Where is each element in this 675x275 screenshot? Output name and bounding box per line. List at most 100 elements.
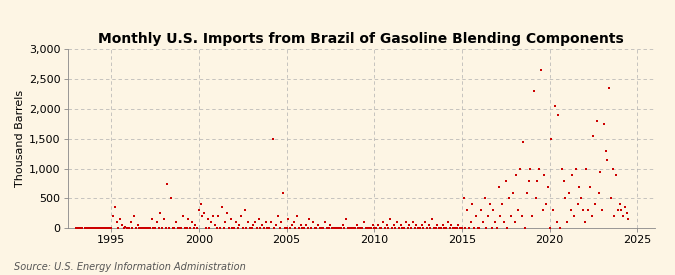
Point bbox=[339, 226, 350, 230]
Point bbox=[238, 226, 248, 230]
Point bbox=[599, 122, 610, 126]
Point bbox=[588, 134, 599, 138]
Point bbox=[385, 217, 396, 222]
Point bbox=[157, 226, 167, 230]
Point bbox=[450, 226, 460, 230]
Point bbox=[113, 226, 124, 230]
Point bbox=[288, 220, 299, 224]
Point bbox=[373, 223, 383, 227]
Point bbox=[379, 226, 390, 230]
Point bbox=[539, 172, 549, 177]
Point bbox=[443, 220, 454, 224]
Point bbox=[204, 226, 215, 230]
Point bbox=[597, 208, 608, 213]
Point bbox=[213, 214, 223, 219]
Point bbox=[611, 172, 622, 177]
Point bbox=[532, 178, 543, 183]
Point bbox=[464, 226, 475, 230]
Point bbox=[400, 220, 411, 224]
Point bbox=[167, 226, 178, 230]
Point bbox=[190, 223, 201, 227]
Point bbox=[218, 226, 229, 230]
Point bbox=[180, 226, 190, 230]
Point bbox=[115, 217, 126, 222]
Point bbox=[477, 220, 488, 224]
Point bbox=[367, 223, 378, 227]
Point bbox=[311, 226, 322, 230]
Point bbox=[159, 217, 169, 222]
Point bbox=[397, 226, 408, 230]
Point bbox=[253, 217, 264, 222]
Point bbox=[242, 220, 253, 224]
Point bbox=[499, 220, 510, 224]
Point bbox=[139, 226, 150, 230]
Point bbox=[490, 220, 501, 224]
Point bbox=[432, 223, 443, 227]
Point bbox=[425, 226, 436, 230]
Point bbox=[211, 226, 222, 230]
Point bbox=[206, 220, 217, 224]
Point bbox=[576, 196, 587, 201]
Point bbox=[481, 226, 492, 230]
Point bbox=[250, 220, 261, 224]
Point bbox=[511, 172, 522, 177]
Point bbox=[255, 226, 266, 230]
Point bbox=[560, 196, 571, 201]
Point bbox=[458, 196, 469, 201]
Point bbox=[516, 214, 527, 219]
Point bbox=[429, 226, 439, 230]
Point bbox=[430, 226, 441, 230]
Point bbox=[467, 202, 478, 207]
Point bbox=[603, 86, 614, 90]
Point bbox=[602, 158, 613, 162]
Point bbox=[83, 226, 94, 230]
Point bbox=[80, 226, 90, 230]
Point bbox=[514, 166, 525, 171]
Point bbox=[565, 208, 576, 213]
Point bbox=[262, 226, 273, 230]
Point bbox=[399, 226, 410, 230]
Point bbox=[290, 226, 301, 230]
Point bbox=[71, 226, 82, 230]
Point bbox=[244, 226, 255, 230]
Point bbox=[623, 217, 634, 222]
Point bbox=[578, 208, 589, 213]
Point bbox=[618, 214, 628, 219]
Point bbox=[127, 226, 138, 230]
Point bbox=[197, 214, 208, 219]
Point bbox=[402, 226, 413, 230]
Point bbox=[76, 226, 87, 230]
Point bbox=[188, 226, 199, 230]
Point bbox=[120, 225, 131, 229]
Point bbox=[595, 169, 605, 174]
Point bbox=[338, 223, 348, 227]
Point bbox=[199, 211, 210, 216]
Point bbox=[485, 202, 495, 207]
Point bbox=[541, 202, 551, 207]
Point bbox=[155, 211, 166, 216]
Point bbox=[344, 226, 355, 230]
Point bbox=[556, 166, 567, 171]
Point bbox=[500, 178, 511, 183]
Point bbox=[525, 166, 536, 171]
Point bbox=[395, 223, 406, 227]
Point bbox=[309, 226, 320, 230]
Point bbox=[217, 205, 227, 210]
Point bbox=[572, 202, 583, 207]
Point bbox=[569, 214, 580, 219]
Point bbox=[317, 226, 327, 230]
Point bbox=[294, 226, 304, 230]
Point bbox=[229, 226, 240, 230]
Point bbox=[202, 217, 213, 222]
Point bbox=[383, 226, 394, 230]
Point bbox=[609, 214, 620, 219]
Point bbox=[225, 217, 236, 222]
Point bbox=[92, 226, 103, 230]
Point bbox=[377, 220, 388, 224]
Point bbox=[348, 226, 358, 230]
Point bbox=[330, 226, 341, 230]
Point bbox=[620, 205, 630, 210]
Point bbox=[360, 226, 371, 230]
Point bbox=[409, 226, 420, 230]
Point bbox=[302, 226, 313, 230]
